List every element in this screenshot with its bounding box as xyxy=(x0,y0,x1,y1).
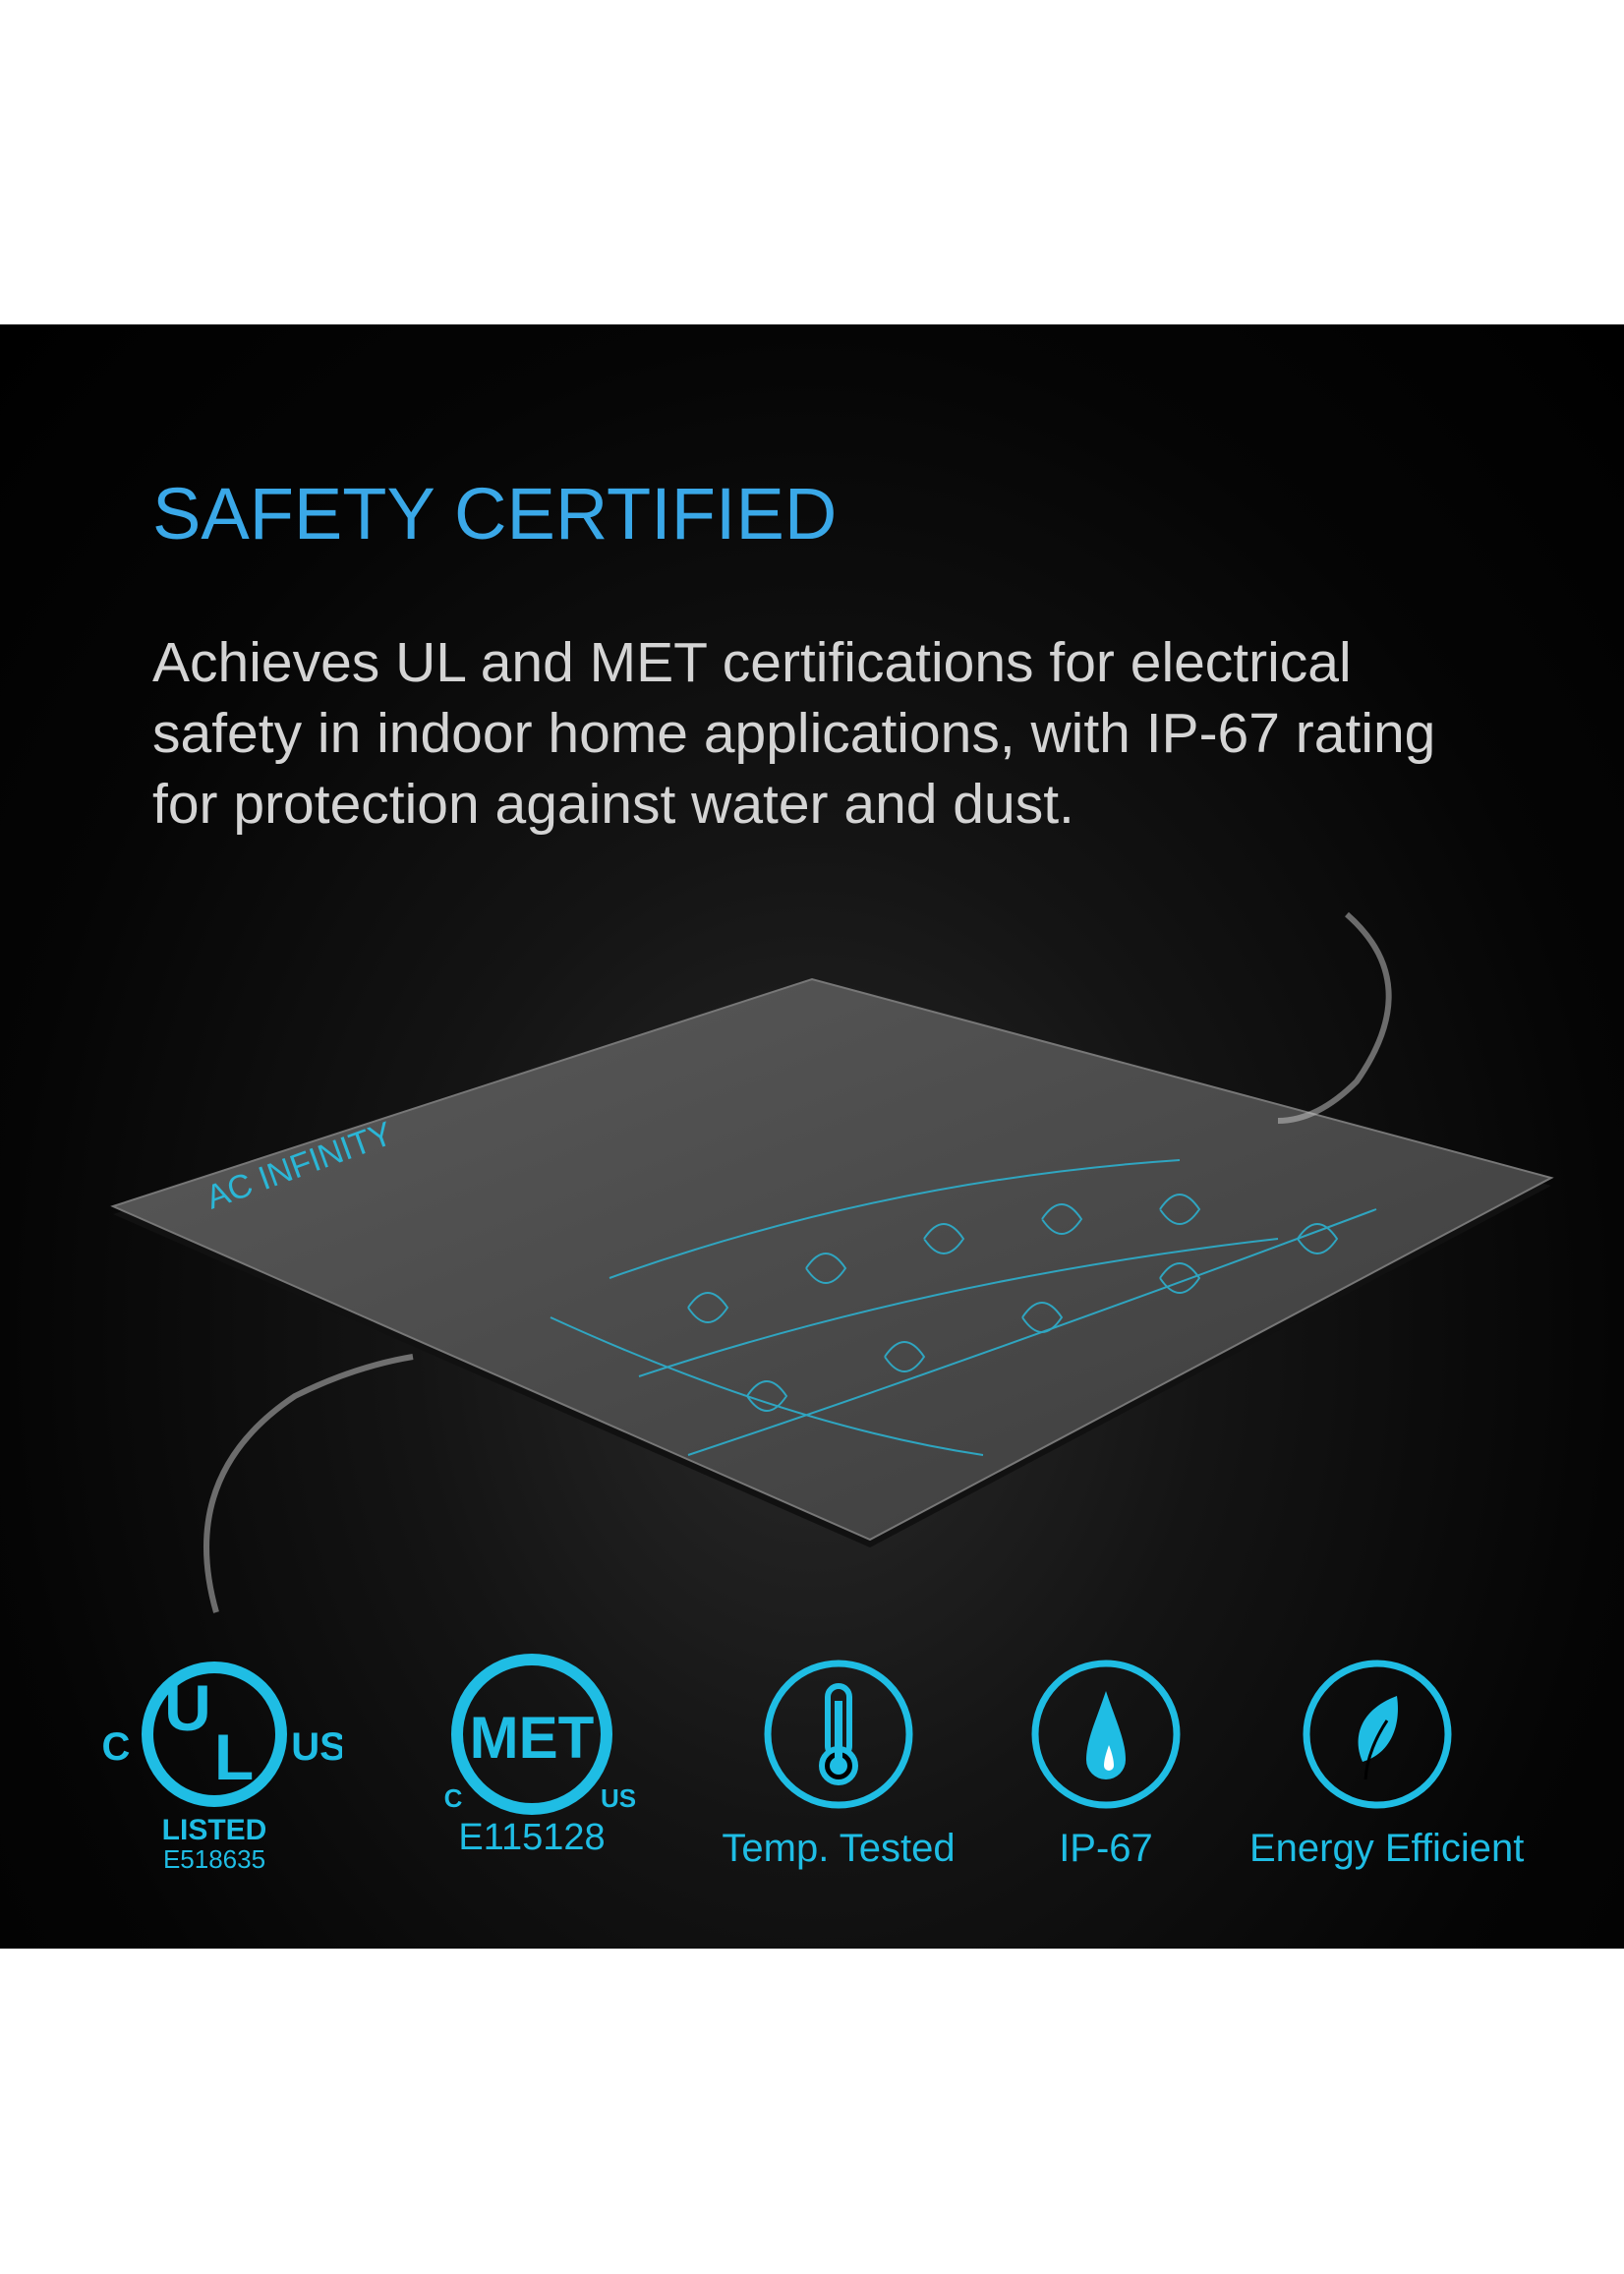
feature-temp-tested: Temp. Tested xyxy=(711,1652,966,1888)
ul-certification: U L C US LISTED E518635 xyxy=(87,1652,342,1888)
met-number: E115128 xyxy=(458,1817,606,1858)
ul-logo-icon: U L C US xyxy=(102,1662,342,1807)
description: Achieves UL and MET certifications for e… xyxy=(152,631,1436,836)
heat-mat-image: AC INFINITY xyxy=(110,911,1554,1613)
ul-number: E518635 xyxy=(162,1844,266,1874)
svg-text:L: L xyxy=(214,1720,254,1793)
met-logo-icon: MET C US xyxy=(444,1654,636,1815)
svg-text:US: US xyxy=(601,1783,636,1813)
svg-text:MET: MET xyxy=(470,1705,595,1771)
page-title: SAFETY CERTIFIED xyxy=(152,473,838,554)
feature-label: IP-67 xyxy=(1059,1827,1153,1870)
feature-energy-efficient: Energy Efficient xyxy=(1249,1652,1525,1888)
svg-text:US: US xyxy=(291,1725,342,1769)
ul-listed-text: LISTED xyxy=(161,1814,267,1846)
leaf-icon xyxy=(1303,1660,1452,1809)
svg-text:C: C xyxy=(444,1783,463,1813)
feature-label: Temp. Tested xyxy=(722,1827,956,1870)
feature-ip67: IP-67 xyxy=(978,1652,1234,1888)
svg-text:U: U xyxy=(164,1671,211,1744)
svg-text:C: C xyxy=(102,1725,131,1769)
met-certification: MET C US E115128 xyxy=(404,1652,660,1888)
feature-label: Energy Efficient xyxy=(1249,1827,1525,1870)
thermometer-icon xyxy=(764,1660,913,1809)
water-drop-icon xyxy=(1031,1660,1181,1809)
